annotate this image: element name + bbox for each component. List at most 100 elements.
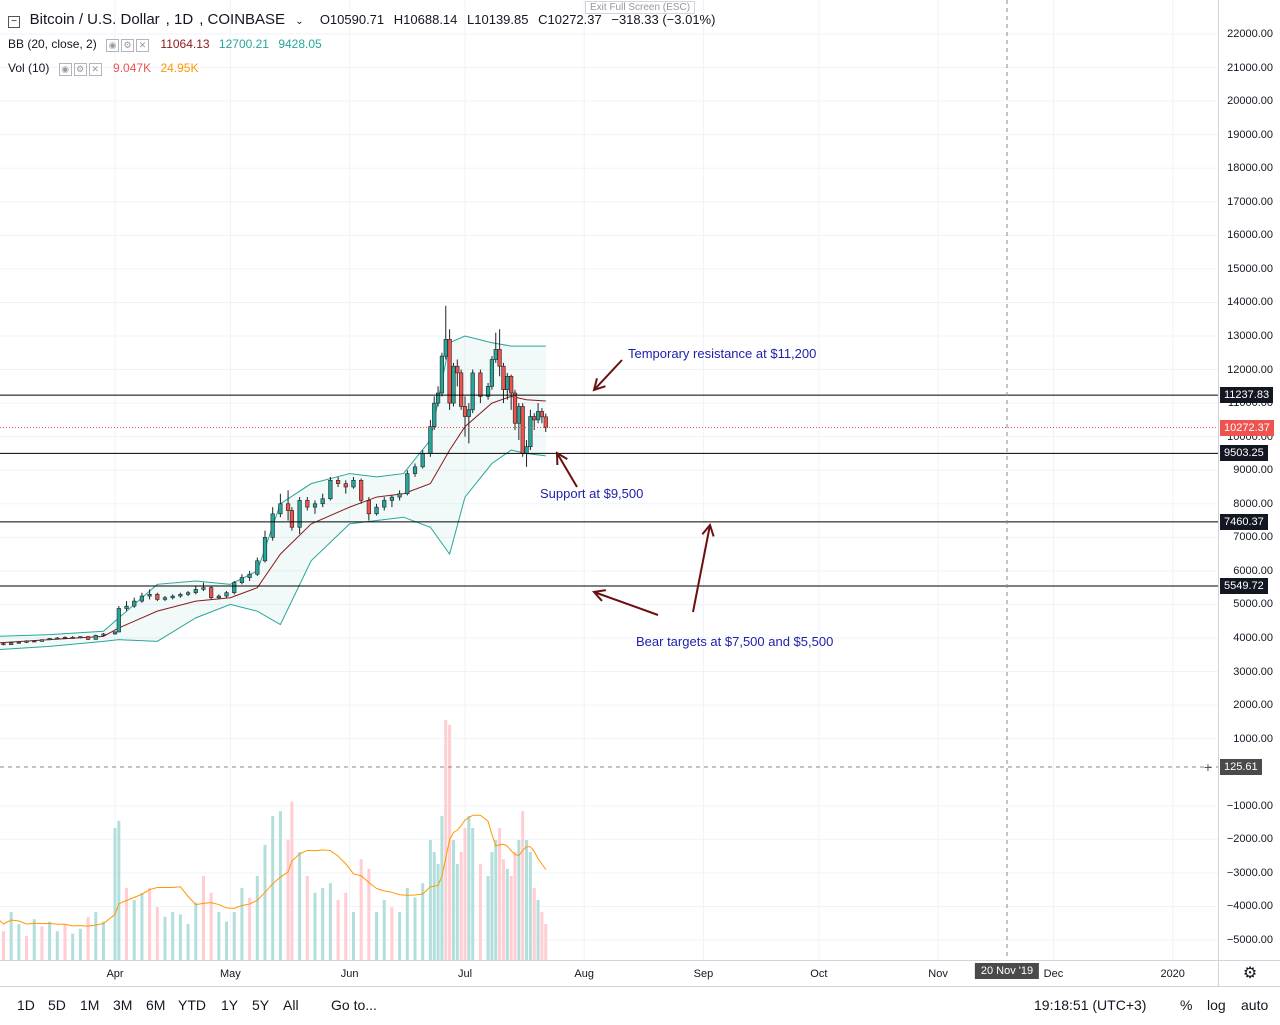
candle-body xyxy=(289,510,295,528)
range-button-1m[interactable]: 1M xyxy=(80,997,100,1013)
ohlc-low: L10139.85 xyxy=(467,12,529,27)
candle-body xyxy=(239,577,245,583)
volume-bar xyxy=(201,876,205,960)
candle-body xyxy=(451,365,456,404)
settings-icon[interactable]: ⚙ xyxy=(73,63,87,77)
candle-body xyxy=(24,640,29,643)
candle-body xyxy=(70,637,75,639)
volume-bar xyxy=(240,888,244,960)
volume-bar xyxy=(459,852,463,960)
volume-bar xyxy=(140,892,144,960)
price-level-badge: 10272.37 xyxy=(1220,419,1274,436)
crosshair-date-badge: 20 Nov '19 xyxy=(974,963,1040,979)
candle xyxy=(497,329,502,377)
volume-bar xyxy=(117,820,121,960)
volume-bar xyxy=(148,888,152,960)
candle-body xyxy=(528,416,533,448)
candle xyxy=(451,362,456,407)
candle-body xyxy=(447,339,452,404)
candle xyxy=(297,497,302,534)
candle-body xyxy=(428,426,433,454)
candle-body xyxy=(397,493,402,498)
range-button-5y[interactable]: 5Y xyxy=(252,997,270,1013)
candle-body xyxy=(124,605,129,609)
candle xyxy=(320,493,325,508)
annotation-resistance: Temporary resistance at $11,200 xyxy=(628,346,817,361)
candle xyxy=(216,594,221,600)
eye-icon[interactable]: ◉ xyxy=(106,39,120,53)
candle-body xyxy=(335,479,341,484)
range-button-6m[interactable]: 6M xyxy=(146,997,166,1013)
close-icon[interactable]: ✕ xyxy=(136,39,150,53)
candle xyxy=(289,507,295,531)
price-tick-label: 18000.00 xyxy=(1227,162,1273,175)
volume-bar xyxy=(432,852,436,960)
range-button-5d[interactable]: 5D xyxy=(48,997,66,1013)
candle xyxy=(255,557,260,576)
clock[interactable]: 19:18:51 (UTC+3) xyxy=(1034,997,1147,1013)
candle xyxy=(247,570,252,581)
arrow-shaft xyxy=(556,452,578,488)
volume-bar xyxy=(390,907,394,960)
time-tick-label: 2020 xyxy=(1160,968,1185,980)
collapse-icon[interactable]: − xyxy=(8,16,20,28)
bb-basis-value: 11064.13 xyxy=(160,37,210,51)
annotation-bear-targets: Bear targets at $7,500 and $5,500 xyxy=(636,634,834,649)
candle xyxy=(239,574,245,585)
bb-label[interactable]: BB (20, close, 2) xyxy=(8,37,97,51)
range-button-ytd[interactable]: YTD xyxy=(178,997,206,1013)
volume-bar xyxy=(525,840,529,960)
candle xyxy=(328,476,333,501)
settings-icon[interactable]: ⚙ xyxy=(121,39,135,53)
exit-fullscreen-button[interactable]: Exit Full Screen (ESC) xyxy=(585,1,696,14)
volume-bar xyxy=(78,928,82,960)
candle-body xyxy=(16,642,21,644)
vol-label[interactable]: Vol (10) xyxy=(8,61,50,75)
candle xyxy=(478,369,483,404)
volume-bar xyxy=(421,883,425,960)
symbol-title[interactable]: Bitcoin / U.S. Dollar, 1D, COINBASE ⌄ xyxy=(29,11,304,28)
symbol-legend: − Bitcoin / U.S. Dollar, 1D, COINBASE ⌄ … xyxy=(8,11,721,28)
candle-body xyxy=(297,500,302,528)
range-button-all[interactable]: All xyxy=(283,997,299,1013)
candle xyxy=(162,596,168,602)
price-axis[interactable]: 22000.00 21000.00 20000.00 19000.00 18000.00… xyxy=(1218,0,1280,960)
candle xyxy=(397,490,402,501)
gear-icon[interactable]: ⚙ xyxy=(1218,960,1280,987)
volume-bar xyxy=(455,864,459,960)
price-tick-label: 3000.00 xyxy=(1233,665,1273,678)
time-tick-label: Jul xyxy=(457,968,473,980)
auto-toggle[interactable]: auto xyxy=(1241,997,1269,1013)
candle xyxy=(147,589,152,600)
candle xyxy=(55,636,60,640)
time-axis[interactable]: Apr May Jun Jul Aug Sep Oct Nov Dec 2020 20 Nov '1… xyxy=(0,960,1218,987)
percent-toggle[interactable]: % xyxy=(1180,997,1193,1013)
log-toggle[interactable]: log xyxy=(1207,997,1226,1013)
chevron-down-icon[interactable]: ⌄ xyxy=(295,16,304,27)
price-chart[interactable]: + xyxy=(0,0,1218,960)
price-tick-label: 20000.00 xyxy=(1227,95,1273,108)
candle-body xyxy=(439,355,445,394)
candle xyxy=(359,478,364,504)
volume-bar xyxy=(209,892,213,960)
candle xyxy=(405,470,410,496)
candle xyxy=(170,594,175,600)
bb-basis-line xyxy=(0,395,546,644)
range-button-1d[interactable]: 1D xyxy=(17,997,35,1013)
annotation-arrow xyxy=(692,522,715,613)
close-icon[interactable]: ✕ xyxy=(88,63,102,77)
candle xyxy=(351,476,356,489)
volume-bar xyxy=(278,811,282,960)
price-tick-label: 12000.00 xyxy=(1227,363,1273,376)
candle-body xyxy=(39,639,45,642)
volume-bar xyxy=(328,883,332,960)
candle-body xyxy=(532,416,537,421)
goto-button[interactable]: Go to... xyxy=(331,997,377,1013)
candle-body xyxy=(455,365,460,374)
range-button-3m[interactable]: 3M xyxy=(113,997,133,1013)
volume-bar xyxy=(367,868,371,960)
range-button-1y[interactable]: 1Y xyxy=(221,997,239,1013)
eye-icon[interactable]: ◉ xyxy=(58,63,72,77)
candle xyxy=(70,635,75,639)
candle xyxy=(520,403,525,457)
